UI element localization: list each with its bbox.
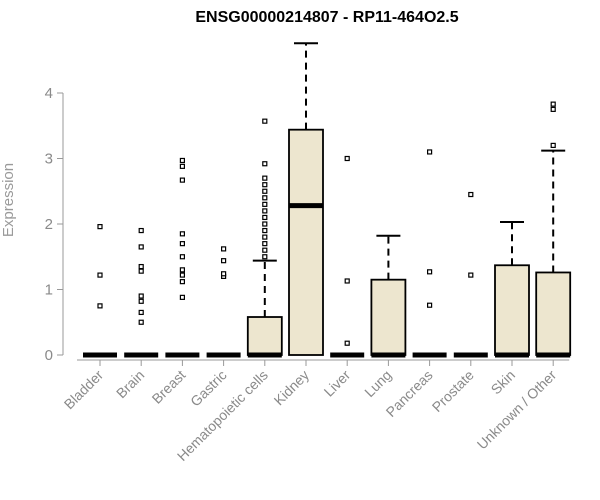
outlier-point (427, 269, 433, 275)
outlier-point (550, 101, 556, 107)
outlier-point (221, 271, 227, 277)
box-series (83, 42, 572, 358)
outlier-point (138, 298, 144, 304)
outlier-point (550, 142, 556, 148)
y-tick-label: 4 (45, 85, 53, 102)
box-bladder (83, 224, 117, 358)
outlier-point (179, 272, 185, 278)
outlier-point (138, 263, 144, 270)
y-tick-label: 3 (45, 151, 53, 168)
y-axis-label: Expression (0, 163, 17, 237)
outlier-point (179, 163, 185, 169)
box-body (494, 264, 530, 356)
outlier-point (262, 201, 268, 207)
outlier-point (262, 161, 268, 167)
box-hematopoietic-cells (246, 118, 283, 358)
x-tick-label: Brain (113, 367, 147, 401)
outlier-point (262, 118, 268, 124)
box-breast (165, 157, 200, 358)
outlier-point (262, 241, 268, 247)
outlier-point (262, 234, 268, 240)
x-tick-label: Skin (488, 367, 519, 398)
box-brain (124, 227, 159, 358)
outlier-point (138, 293, 144, 299)
box-pancreas (412, 149, 447, 358)
outlier-point (179, 267, 185, 273)
x-tick-label: Breast (149, 367, 189, 407)
box-body (370, 278, 407, 356)
outlier-point (550, 106, 556, 112)
outlier-point (97, 303, 103, 309)
outlier-point (262, 254, 268, 260)
outlier-point (97, 272, 103, 278)
outlier-point (262, 188, 268, 194)
outlier-point (138, 268, 144, 274)
outlier-point (97, 224, 103, 230)
outlier-point (138, 227, 144, 234)
outlier-point (221, 246, 227, 252)
outlier-point (468, 191, 474, 198)
box-skin (494, 221, 530, 358)
outlier-point (179, 241, 185, 247)
x-tick-label: Kidney (271, 367, 313, 409)
outlier-point (468, 272, 474, 278)
y-tick-label: 1 (45, 282, 53, 299)
outlier-point (427, 302, 433, 308)
outlier-point (427, 149, 433, 155)
box-liver (330, 155, 365, 358)
outlier-point (221, 258, 227, 264)
outlier-point (138, 309, 144, 316)
outlier-point (179, 157, 185, 164)
x-tick-label: Bladder (61, 367, 107, 413)
outlier-point (138, 319, 144, 325)
box-body (246, 316, 283, 356)
outlier-point (179, 254, 185, 260)
outlier-point (179, 177, 185, 183)
outlier-point (262, 221, 268, 227)
outlier-point (179, 279, 185, 285)
box-unknown-other (535, 101, 572, 358)
outlier-point (179, 294, 185, 300)
outlier-point (262, 227, 268, 234)
outlier-point (138, 244, 144, 250)
outlier-point (262, 175, 268, 181)
outlier-point (262, 195, 268, 201)
box-kidney (288, 42, 324, 356)
outlier-point (262, 247, 268, 253)
y-tick-label: 0 (45, 347, 53, 364)
outlier-point (179, 231, 185, 237)
box-gastric (206, 246, 241, 358)
box-lung (370, 234, 407, 358)
x-tick-label: Lung (361, 367, 394, 400)
outlier-point (262, 214, 268, 221)
x-tick-label: Liver (321, 367, 354, 400)
chart-title: ENSG00000214807 - RP11-464O2.5 (195, 9, 458, 26)
box-body (288, 128, 324, 356)
y-tick-label: 2 (45, 216, 53, 233)
x-tick-label: Prostate (429, 367, 477, 415)
box-prostate (453, 191, 488, 358)
outlier-point (344, 155, 350, 162)
outlier-point (262, 208, 268, 214)
box-body (535, 271, 572, 356)
outlier-point (344, 278, 350, 284)
outlier-point (262, 182, 268, 188)
outlier-point (344, 340, 350, 346)
